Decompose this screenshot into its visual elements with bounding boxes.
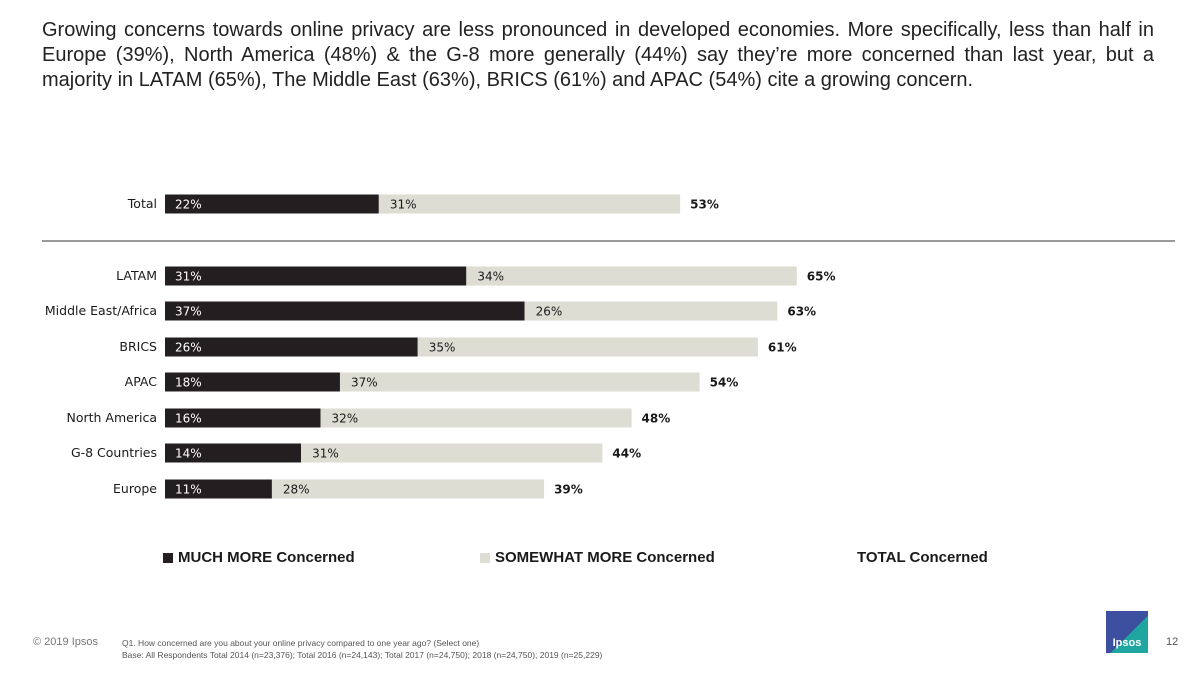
value-label-somewhat-more-total: 31% [390,198,417,212]
page-number: 12 [1166,636,1179,648]
bar-much-more-middle-east-africa [165,301,525,321]
legend-swatch-somewhat-more [480,552,490,563]
value-label-total-north-america: 48% [642,412,671,426]
bar-much-more-apac [165,372,340,392]
category-label-total: Total [127,196,157,211]
bar-much-more-g-8-countries [165,443,302,463]
value-label-much-more-north-america: 16% [175,412,202,426]
footnote-base: Base: All Respondents Total 2014 (n=23,3… [122,650,603,660]
legend-item-somewhat-more: SOMEWHAT MORE Concerned [480,549,715,566]
value-label-total-latam: 65% [807,270,836,284]
bar-somewhat-more-north-america [320,408,632,428]
value-label-total-g-8-countries: 44% [612,447,641,461]
value-label-much-more-apac: 18% [175,376,202,390]
category-label-latam: LATAM [116,268,157,283]
bar-much-more-total [165,194,379,214]
legend-label-somewhat-more: SOMEWHAT MORE Concerned [495,549,715,566]
value-label-total-total: 53% [690,198,719,212]
value-label-much-more-brics: 26% [175,341,202,355]
value-label-total-europe: 39% [554,483,583,497]
value-label-somewhat-more-brics: 35% [429,341,456,355]
category-label-europe: Europe [113,481,157,496]
category-label-g-8-countries: G-8 Countries [71,445,157,460]
value-label-much-more-total: 22% [175,198,202,212]
footnote-question: Q1. How concerned are you about your onl… [122,638,480,648]
bar-somewhat-more-g-8-countries [301,443,603,463]
legend-label-total: TOTAL Concerned [857,549,988,566]
legend-item-much-more: MUCH MORE Concerned [163,549,355,566]
value-label-somewhat-more-europe: 28% [283,483,310,497]
value-label-much-more-europe: 11% [175,483,202,497]
bar-somewhat-more-total [378,194,681,214]
copyright-text: © 2019 Ipsos [33,636,98,648]
value-label-somewhat-more-g-8-countries: 31% [312,447,339,461]
bar-somewhat-more-middle-east-africa [524,301,778,321]
chart-legend: MUCH MORE Concerned SOMEWHAT MORE Concer… [0,549,1200,569]
bar-somewhat-more-europe [271,479,545,499]
category-label-north-america: North America [67,410,158,425]
value-label-much-more-middle-east-africa: 37% [175,305,202,319]
bar-much-more-europe [165,479,272,499]
category-label-apac: APAC [125,374,158,389]
category-label-middle-east-africa: Middle East/Africa [45,303,157,318]
value-label-somewhat-more-north-america: 32% [332,412,359,426]
bar-somewhat-more-apac [339,372,700,392]
bar-much-more-latam [165,266,467,286]
value-label-somewhat-more-latam: 34% [477,270,504,284]
legend-label-much-more: MUCH MORE Concerned [178,549,355,566]
bar-much-more-north-america [165,408,321,428]
headline: Growing concerns towards online privacy … [42,19,1154,91]
bar-much-more-brics [165,337,418,357]
value-label-total-apac: 54% [710,376,739,390]
category-label-brics: BRICS [119,339,157,354]
ipsos-logo: Ipsos [1106,611,1148,653]
value-label-somewhat-more-apac: 37% [351,376,378,390]
value-label-total-middle-east-africa: 63% [787,305,816,319]
value-label-much-more-g-8-countries: 14% [175,447,202,461]
logo-text: Ipsos [1112,637,1142,649]
bar-somewhat-more-latam [466,266,797,286]
stacked-bar-chart: Total 22% 31% 53% LATAM 31% 34% 65% Middle East/… [42,194,1175,499]
legend-swatch-much-more [163,552,173,563]
footnotes: Q1. How concerned are you about your onl… [122,637,602,661]
bar-somewhat-more-brics [417,337,758,357]
value-label-much-more-latam: 31% [175,270,202,284]
value-label-somewhat-more-middle-east-africa: 26% [536,305,563,319]
legend-item-total: TOTAL Concerned [857,549,988,566]
value-label-total-brics: 61% [768,341,797,355]
